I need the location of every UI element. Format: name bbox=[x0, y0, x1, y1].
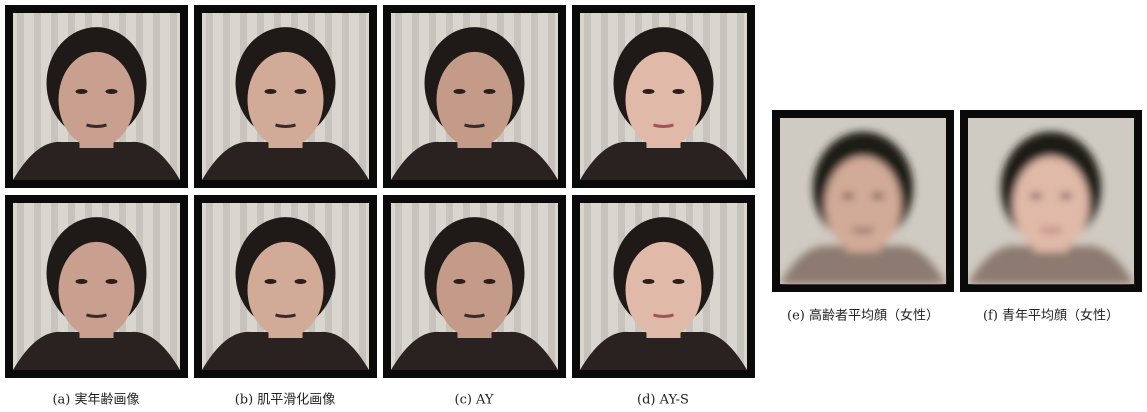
photo bbox=[13, 203, 180, 370]
mouth bbox=[87, 315, 107, 317]
mouth bbox=[654, 125, 674, 127]
photo bbox=[780, 118, 946, 284]
eye bbox=[484, 279, 496, 284]
eye bbox=[76, 279, 88, 284]
photo bbox=[391, 203, 558, 370]
photo bbox=[968, 118, 1134, 284]
curtain-fold bbox=[17, 13, 24, 180]
face bbox=[59, 52, 135, 148]
caption: (c) AY bbox=[455, 393, 494, 408]
face-image bbox=[772, 110, 954, 292]
curtain-fold bbox=[395, 13, 402, 180]
eye bbox=[106, 279, 118, 284]
caption: (b) 肌平滑化画像 bbox=[235, 393, 336, 408]
mouth bbox=[276, 315, 296, 317]
eye bbox=[842, 194, 854, 199]
face bbox=[248, 52, 324, 148]
mouth bbox=[654, 315, 674, 317]
eye bbox=[484, 89, 496, 94]
eye bbox=[643, 279, 655, 284]
photo bbox=[202, 13, 369, 180]
curtain-fold bbox=[584, 13, 591, 180]
face-image bbox=[383, 5, 566, 188]
mouth bbox=[1041, 229, 1061, 231]
face bbox=[626, 52, 702, 148]
curtain-fold bbox=[584, 203, 591, 370]
curtain-fold bbox=[206, 13, 213, 180]
curtain-fold bbox=[359, 13, 366, 180]
eye bbox=[454, 89, 466, 94]
face-image bbox=[572, 195, 755, 378]
face-image bbox=[383, 195, 566, 378]
caption: (e) 高齢者平均顔（女性） bbox=[787, 308, 939, 324]
eye bbox=[1030, 194, 1042, 199]
face bbox=[626, 242, 702, 338]
curtain-fold bbox=[17, 203, 24, 370]
caption: (f) 青年平均顔（女性） bbox=[983, 308, 1119, 324]
caption: (d) AY-S bbox=[637, 393, 689, 408]
face-image bbox=[194, 195, 377, 378]
photo bbox=[13, 13, 180, 180]
face-image bbox=[194, 5, 377, 188]
photo bbox=[202, 203, 369, 370]
eye bbox=[106, 89, 118, 94]
curtain-fold bbox=[737, 13, 744, 180]
face-image bbox=[5, 5, 188, 188]
face-image bbox=[960, 110, 1142, 292]
mouth bbox=[87, 125, 107, 127]
curtain-fold bbox=[170, 203, 177, 370]
photo bbox=[580, 203, 747, 370]
figure: (a) 実年齢画像 (b) 肌平滑化画像 (c) AY (d) AY-S (e) 高齢者… bbox=[0, 0, 1147, 412]
curtain-fold bbox=[359, 203, 366, 370]
eye bbox=[1060, 194, 1072, 199]
eye bbox=[673, 89, 685, 94]
mouth bbox=[465, 125, 485, 127]
curtain-fold bbox=[395, 203, 402, 370]
face-image bbox=[5, 195, 188, 378]
caption: (a) 実年齢画像 bbox=[52, 392, 139, 408]
eye bbox=[265, 89, 277, 94]
eye bbox=[643, 89, 655, 94]
curtain-fold bbox=[170, 13, 177, 180]
face bbox=[59, 242, 135, 338]
mouth bbox=[465, 315, 485, 317]
photo bbox=[391, 13, 558, 180]
eye bbox=[673, 279, 685, 284]
eye bbox=[265, 279, 277, 284]
face bbox=[437, 242, 513, 338]
face bbox=[1013, 156, 1089, 252]
curtain-fold bbox=[548, 203, 555, 370]
curtain-fold bbox=[737, 203, 744, 370]
eye bbox=[295, 89, 307, 94]
curtain-fold bbox=[548, 13, 555, 180]
eye bbox=[872, 194, 884, 199]
eye bbox=[76, 89, 88, 94]
face-image bbox=[572, 5, 755, 188]
face bbox=[825, 156, 901, 252]
eye bbox=[454, 279, 466, 284]
curtain-fold bbox=[206, 203, 213, 370]
photo bbox=[580, 13, 747, 180]
mouth bbox=[276, 125, 296, 127]
face bbox=[248, 242, 324, 338]
eye bbox=[295, 279, 307, 284]
mouth bbox=[853, 229, 873, 231]
face bbox=[437, 52, 513, 148]
